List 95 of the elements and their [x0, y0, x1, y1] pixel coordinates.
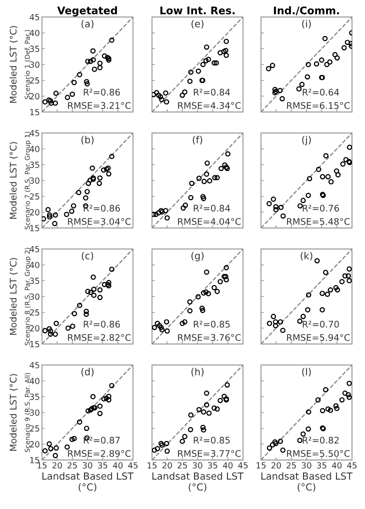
- y-tick-label: 35: [30, 278, 40, 284]
- annotation: R²=0.70: [302, 320, 339, 328]
- annotation: R²=0.86: [84, 320, 120, 328]
- annotation: R²=0.86: [84, 204, 120, 212]
- y-tick-label: 45: [30, 246, 40, 252]
- x-tick-label: 15: [38, 462, 47, 469]
- annotation: (h): [191, 368, 204, 377]
- y-tick-label: 30: [30, 61, 40, 68]
- annotation: RMSE=5.48°C: [287, 218, 350, 225]
- x-tick-label: 45: [238, 462, 248, 469]
- y-tick-label: 45: [30, 362, 40, 368]
- annotation: (i): [302, 20, 311, 29]
- y-tick-label: 20: [30, 325, 40, 332]
- annotation: RMSE=3.21°C: [68, 102, 131, 109]
- annotation: (k): [300, 252, 312, 261]
- x-tick-label: 20: [271, 462, 281, 469]
- y-axis-title: Modeled LST (°C): [10, 374, 18, 451]
- annotation: RMSE=4.34°C: [178, 102, 241, 109]
- annotation: R²=0.85: [194, 436, 230, 444]
- y-tick-label: 35: [30, 394, 40, 400]
- y-tick-label: 20: [30, 93, 40, 100]
- annotation: RMSE=3.04°C: [68, 218, 131, 225]
- annotation: R²=0.86: [84, 88, 120, 96]
- y-tick-label: 20: [30, 441, 40, 448]
- y-axis-title: Modeled LST (°C): [10, 258, 18, 335]
- y-tick-label: 45: [30, 14, 40, 20]
- x-axis-title: Landsat Based LST (°C): [152, 472, 244, 492]
- y-tick-label: 30: [30, 177, 40, 184]
- x-tick-label: 35: [98, 462, 108, 469]
- annotation: R²=0.76: [302, 204, 339, 212]
- y-tick-label: 15: [30, 225, 40, 232]
- chart-title: Vegetated: [57, 6, 117, 16]
- x-tick-label: 35: [208, 462, 218, 469]
- annotation: (g): [191, 252, 204, 262]
- y-tick-label: 40: [30, 378, 40, 384]
- annotation: RMSE=2.82°C: [68, 334, 131, 341]
- annotation: R²=0.84: [194, 204, 230, 212]
- y-tick-label: 35: [30, 162, 40, 168]
- annotation: R²=0.64: [302, 88, 339, 96]
- annotation: (e): [192, 20, 204, 29]
- x-tick-label: 40: [222, 462, 233, 469]
- annotation: RMSE=2.89°C: [68, 450, 131, 457]
- chart-title: Low Int. Res.: [160, 6, 235, 14]
- x-tick-label: 15: [256, 462, 266, 469]
- x-axis-title: Landsat Based LST (°C): [42, 472, 134, 492]
- annotation: (d): [81, 368, 94, 377]
- y-tick-label: 15: [30, 341, 40, 348]
- annotation: R²=0.87: [84, 436, 120, 444]
- annotation: (a): [82, 20, 94, 29]
- y-tick-label: 15: [30, 457, 40, 464]
- y-tick-label: 15: [30, 109, 40, 116]
- y-tick-label: 25: [30, 77, 40, 84]
- x-tick-label: 35: [317, 462, 326, 469]
- chart-title: Ind./Comm.: [274, 6, 339, 16]
- annotation: RMSE=5.50°C: [287, 450, 350, 457]
- annotation: RMSE=5.94°C: [287, 334, 350, 341]
- x-tick-label: 25: [68, 462, 77, 469]
- annotation: (b): [81, 136, 94, 145]
- x-tick-label: 20: [162, 462, 172, 469]
- annotation: R²=0.82: [302, 436, 339, 444]
- y-axis-title: Modeled LST (°C): [10, 142, 18, 219]
- y-tick-label: 30: [30, 409, 40, 416]
- y-tick-label: 35: [30, 46, 40, 52]
- y-tick-label: 40: [30, 146, 40, 152]
- y-axis-title: Modeled LST (°C): [10, 26, 18, 103]
- y-tick-label: 25: [30, 309, 40, 316]
- annotation: (f): [192, 136, 202, 145]
- y-tick-label: 30: [30, 293, 40, 300]
- x-axis-title: Landsat Based LST (°C): [261, 472, 353, 492]
- x-tick-label: 20: [52, 462, 62, 469]
- x-tick-label: 30: [302, 462, 312, 469]
- annotation: RMSE=4.04°C: [178, 218, 241, 225]
- x-tick-label: 40: [112, 462, 123, 469]
- x-tick-label: 15: [148, 462, 157, 469]
- x-tick-label: 45: [128, 462, 138, 469]
- annotation: (c): [82, 252, 94, 261]
- annotation: (l): [302, 368, 311, 377]
- y-tick-label: 40: [30, 262, 40, 268]
- y-tick-label: 40: [30, 30, 40, 36]
- x-tick-label: 45: [347, 462, 357, 469]
- x-tick-label: 30: [192, 462, 202, 469]
- y-tick-label: 25: [30, 425, 40, 432]
- annotation: RMSE=6.15°C: [287, 102, 350, 109]
- x-tick-label: 25: [178, 462, 187, 469]
- annotation: (j): [302, 136, 311, 146]
- y-tick-label: 25: [30, 193, 40, 200]
- x-tick-label: 40: [332, 462, 342, 469]
- annotation: R²=0.84: [194, 88, 230, 96]
- annotation: R²=0.85: [194, 320, 230, 328]
- annotation: RMSE=3.77°C: [178, 450, 241, 457]
- y-tick-label: 20: [30, 209, 40, 216]
- x-tick-label: 30: [82, 462, 92, 469]
- x-tick-label: 25: [286, 462, 296, 469]
- annotation: RMSE=3.76°C: [178, 334, 241, 341]
- y-tick-label: 45: [30, 130, 40, 136]
